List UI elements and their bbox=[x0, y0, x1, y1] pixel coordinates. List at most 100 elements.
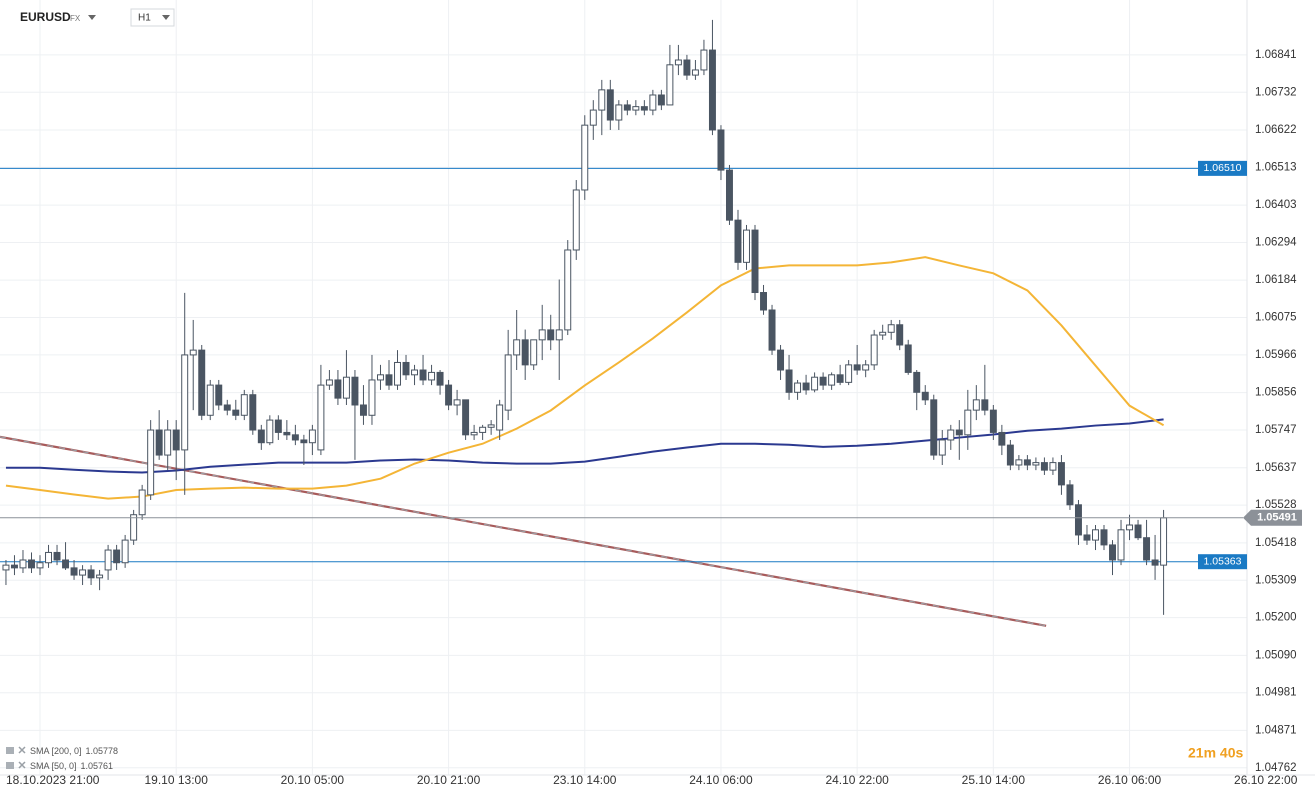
legend-icon[interactable] bbox=[6, 762, 14, 769]
candle-body bbox=[921, 391, 929, 401]
candle-body bbox=[359, 404, 367, 416]
candle-body bbox=[1109, 544, 1116, 561]
candle-body bbox=[657, 94, 665, 106]
candle-body bbox=[700, 49, 708, 71]
y-tick-label: 1.06841 bbox=[1255, 49, 1297, 61]
y-tick-label: 1.06732 bbox=[1255, 86, 1297, 98]
legend-remove[interactable] bbox=[18, 761, 26, 769]
price-level-label: 1.06510 bbox=[1204, 162, 1242, 174]
candle-body bbox=[189, 349, 197, 356]
candle-body bbox=[853, 364, 861, 371]
candle-body bbox=[564, 249, 572, 331]
candle-body bbox=[1040, 462, 1048, 471]
candle-body bbox=[862, 364, 870, 371]
candle-body bbox=[1083, 534, 1091, 541]
legend-name: SMA [200, 0] bbox=[30, 746, 82, 756]
candle-body bbox=[317, 384, 325, 451]
candle-body bbox=[1074, 504, 1082, 536]
candle-body bbox=[845, 364, 853, 383]
x-tick-label: 26.10 06:00 bbox=[1098, 773, 1162, 787]
candle-body bbox=[36, 562, 44, 569]
candle-body bbox=[62, 559, 70, 569]
y-tick-label: 1.06184 bbox=[1255, 274, 1297, 286]
candle-body bbox=[394, 361, 401, 386]
legend-entry: SMA [50, 0] 1.05761 bbox=[30, 761, 113, 771]
candle-body bbox=[887, 324, 895, 333]
candle-body bbox=[1143, 537, 1151, 561]
candle-body bbox=[257, 429, 265, 444]
y-tick-label: 1.06403 bbox=[1255, 199, 1297, 211]
candle-body bbox=[479, 426, 487, 433]
candle-body bbox=[989, 409, 997, 433]
candle-body bbox=[760, 292, 768, 311]
candle-body bbox=[155, 429, 163, 456]
candle-body bbox=[947, 429, 955, 441]
candle-body bbox=[462, 399, 470, 436]
candle-body bbox=[1049, 462, 1057, 471]
candle-body bbox=[325, 379, 333, 386]
candle-body bbox=[1006, 444, 1014, 466]
dropdown-arrow[interactable] bbox=[162, 15, 170, 20]
candle-body bbox=[130, 514, 138, 541]
candle-body bbox=[785, 369, 793, 393]
candle-body bbox=[28, 559, 35, 569]
y-tick-label: 1.04762 bbox=[1255, 762, 1297, 774]
x-tick-label: 26.10 22:00 bbox=[1234, 773, 1298, 787]
timeframe-box[interactable] bbox=[130, 8, 175, 27]
candle-body bbox=[172, 429, 180, 451]
candle-body bbox=[232, 409, 240, 416]
candle-body bbox=[674, 59, 682, 66]
candle-body bbox=[334, 379, 342, 399]
candle-body bbox=[164, 429, 172, 456]
candle-body bbox=[53, 551, 61, 561]
dropdown-arrow[interactable] bbox=[88, 15, 96, 20]
candle-body bbox=[708, 49, 716, 131]
candle-body bbox=[1066, 484, 1074, 506]
candle-body bbox=[300, 439, 308, 444]
countdown: 21m 40s bbox=[1188, 745, 1243, 761]
candle-body bbox=[419, 369, 427, 381]
legend-remove[interactable] bbox=[18, 746, 26, 754]
candle-body bbox=[691, 69, 699, 76]
candle-body bbox=[819, 376, 827, 386]
candle-body bbox=[904, 344, 912, 373]
x-tick-label: 20.10 21:00 bbox=[417, 773, 481, 787]
candle-body bbox=[470, 431, 478, 436]
candle-body bbox=[240, 394, 248, 416]
candle-body bbox=[555, 329, 563, 341]
candle-body bbox=[802, 382, 810, 391]
candle-body bbox=[283, 431, 291, 436]
y-tick-label: 1.05747 bbox=[1255, 424, 1297, 436]
candle-body bbox=[2, 564, 10, 571]
candle-body bbox=[666, 64, 674, 106]
x-tick-label: 24.10 22:00 bbox=[825, 773, 889, 787]
candle-body bbox=[538, 329, 546, 341]
price-level-box bbox=[1198, 554, 1247, 570]
candle-body bbox=[368, 379, 376, 416]
candle-body bbox=[930, 399, 938, 456]
sma-line bbox=[5, 256, 1165, 500]
candle-body bbox=[964, 409, 972, 436]
timeframe[interactable]: H1 bbox=[138, 13, 151, 24]
candle-body bbox=[751, 229, 759, 294]
legend-value: 1.05761 bbox=[81, 761, 114, 771]
y-tick-label: 1.05856 bbox=[1255, 387, 1297, 399]
candle-body bbox=[453, 399, 461, 406]
candle-body bbox=[223, 404, 231, 411]
symbol[interactable]: EURUSD bbox=[20, 10, 71, 24]
y-tick-label: 1.06513 bbox=[1255, 161, 1297, 173]
y-tick-label: 1.05418 bbox=[1255, 537, 1297, 549]
legend-icon[interactable] bbox=[6, 747, 14, 754]
candle-body bbox=[879, 331, 887, 336]
y-tick-label: 1.06622 bbox=[1255, 124, 1297, 136]
candle-body bbox=[896, 324, 904, 346]
candle-body bbox=[828, 374, 836, 386]
trendline-dash bbox=[0, 436, 1047, 627]
price-level-label: 1.05363 bbox=[1204, 555, 1242, 567]
y-tick-label: 1.05090 bbox=[1255, 649, 1297, 661]
candle-body bbox=[487, 424, 495, 428]
candle-body bbox=[547, 329, 555, 341]
